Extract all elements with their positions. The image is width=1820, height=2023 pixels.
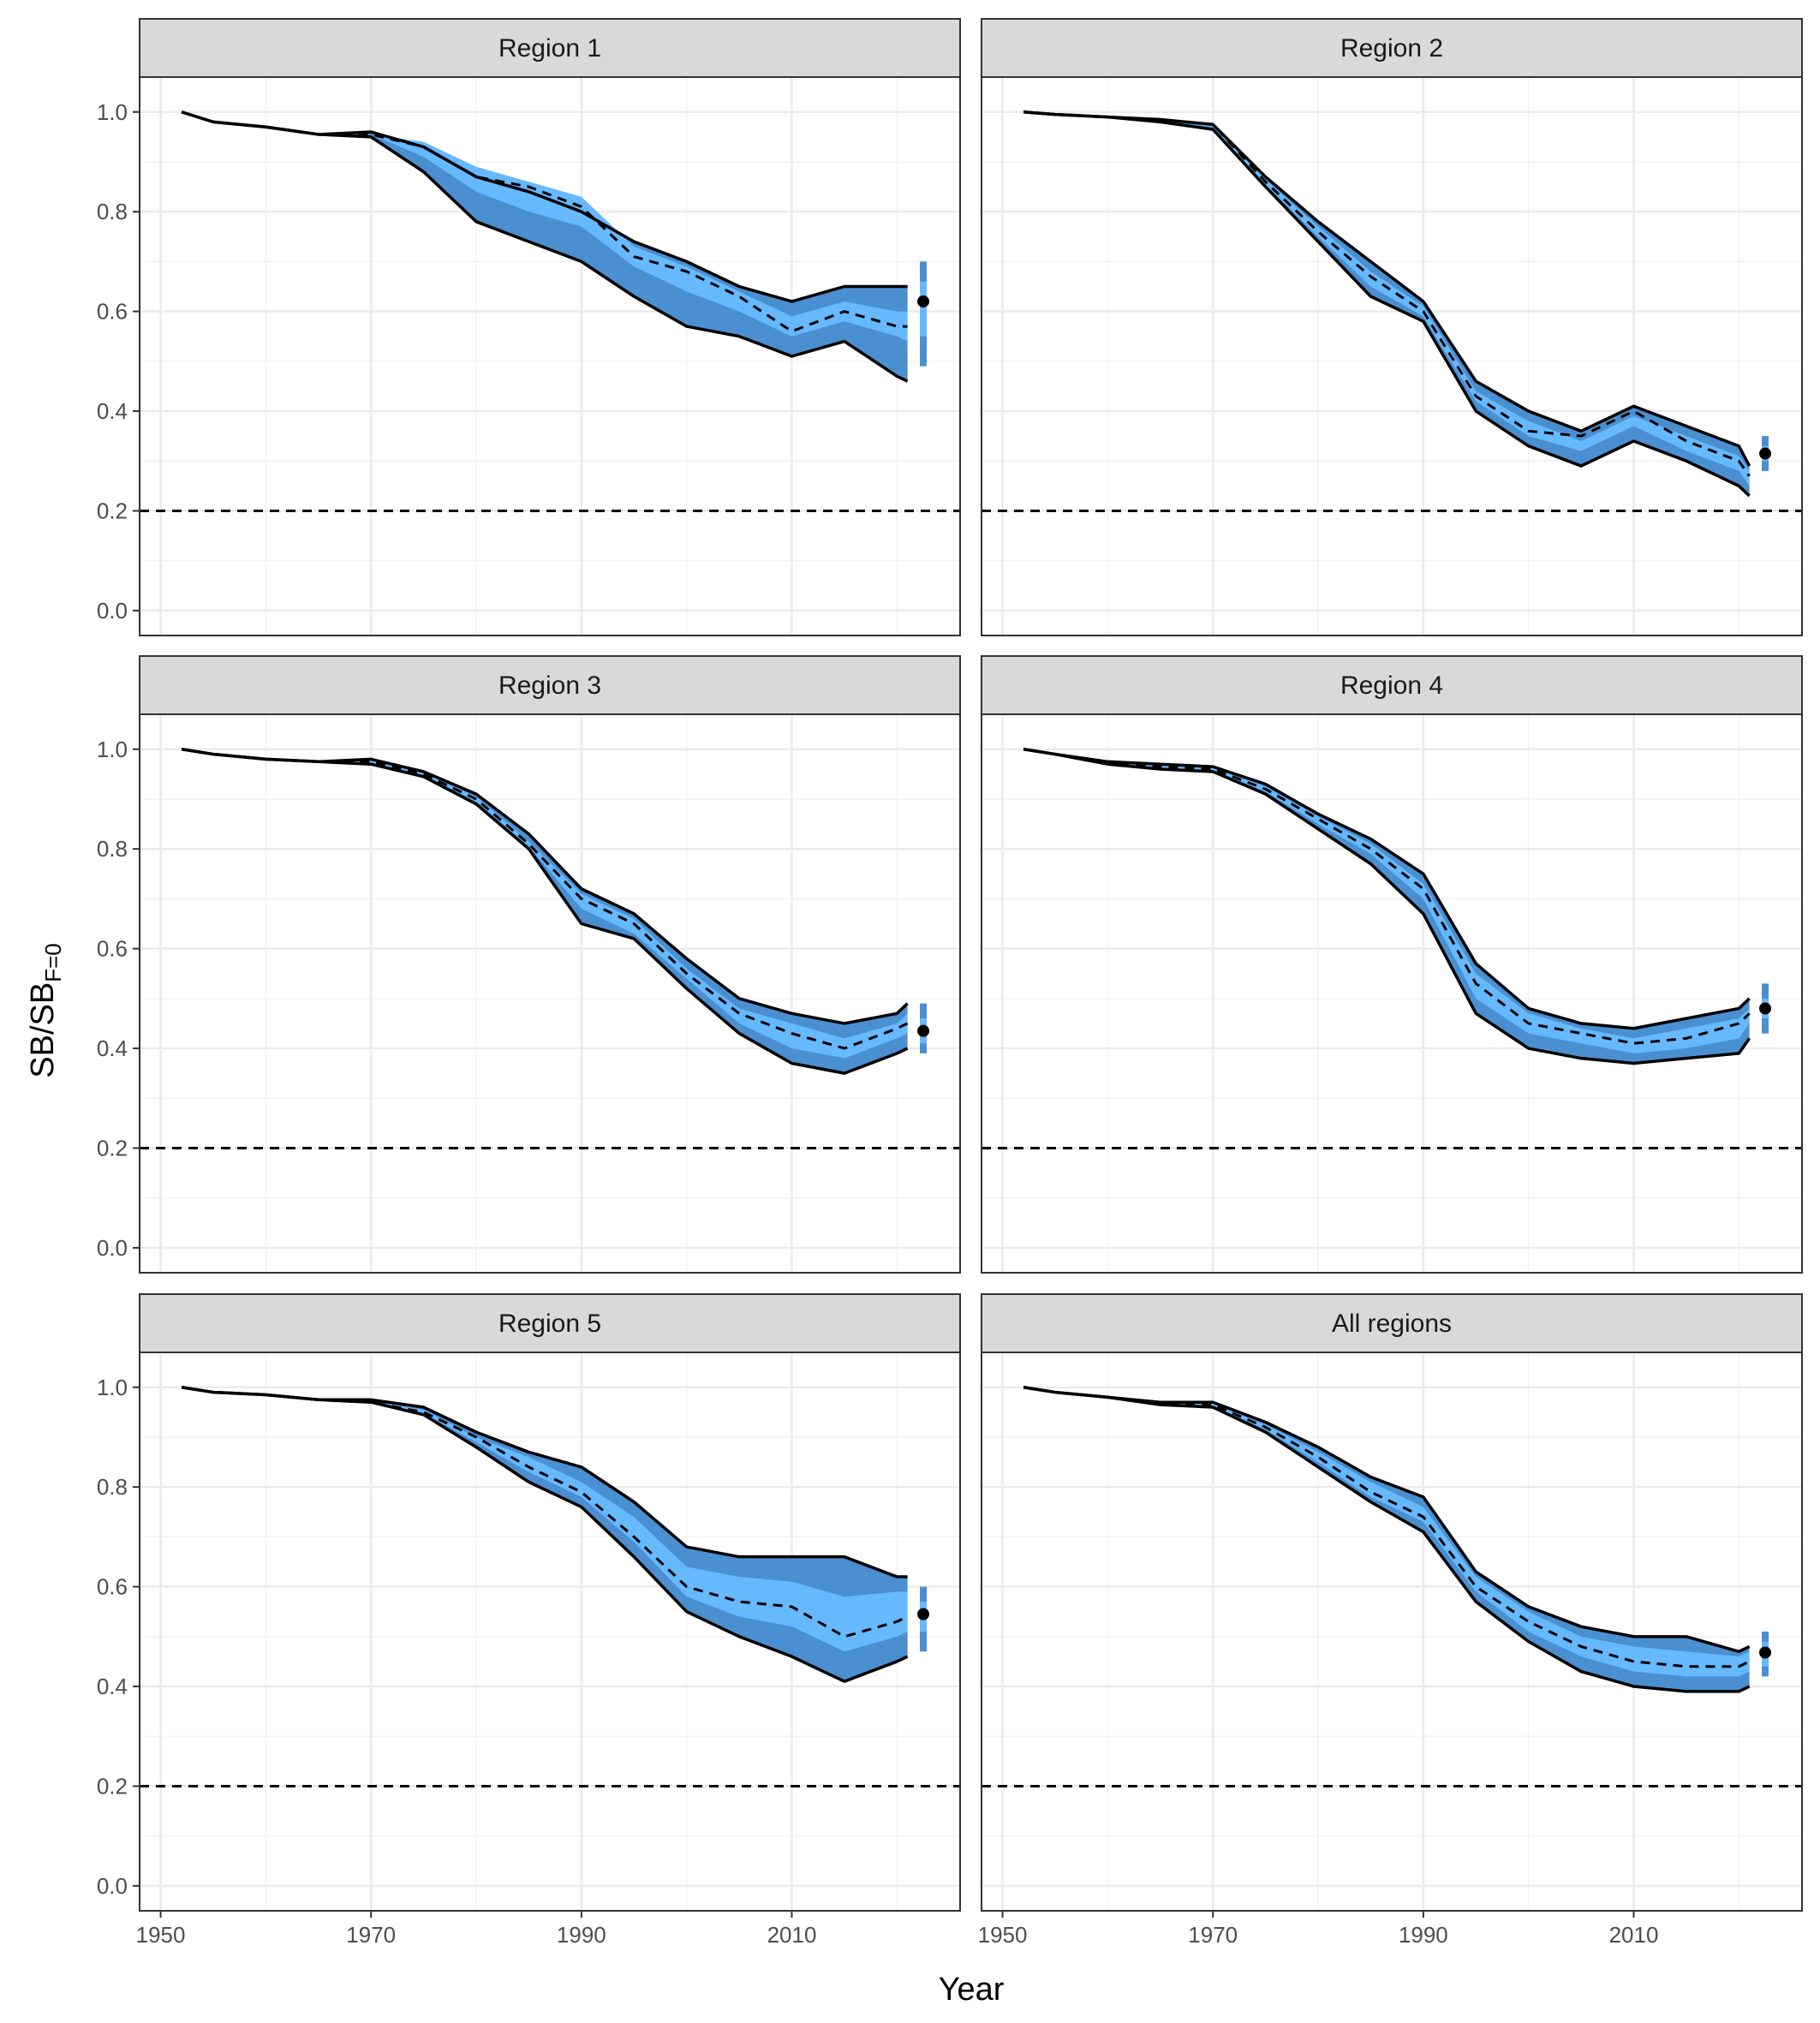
terminal-point [917, 1024, 930, 1037]
y-tick-label: 0.4 [97, 1035, 128, 1061]
y-tick-label: 0.6 [97, 299, 128, 325]
inner-uncertainty-band [182, 111, 908, 342]
x-tick-label: 2010 [1609, 1922, 1659, 1948]
x-tick-label: 1970 [346, 1922, 396, 1948]
median-line [181, 748, 909, 1050]
y-tick-label: 0.2 [97, 498, 128, 523]
strip-label: Region 5 [498, 1310, 601, 1338]
median-line [181, 1386, 909, 1638]
terminal-point [1759, 1646, 1772, 1659]
panel-5: Region 5 [139, 1293, 961, 1912]
y-tick-label: 0.6 [97, 1574, 128, 1600]
x-tick-label: 1950 [978, 1922, 1028, 1948]
x-tick-labels: 1950 1970 1990 2010 1950 1970 1990 2010 [136, 1911, 1659, 1948]
panel-3: Region 3 [139, 655, 961, 1274]
y-tick-label: 0.4 [97, 1674, 128, 1699]
panel-background [982, 1352, 1802, 1911]
y-tick-label: 0.6 [97, 936, 128, 962]
x-tick-label: 1990 [557, 1922, 606, 1948]
panel-background [982, 77, 1802, 636]
lower-bound-line [181, 748, 909, 1075]
y-tick-label: 0.2 [97, 1135, 128, 1161]
x-tick-label: 2010 [767, 1922, 817, 1948]
y-tick-label: 0.8 [97, 836, 128, 862]
strip-background [139, 1293, 961, 1353]
x-tick-label: 1990 [1399, 1922, 1448, 1948]
y-axis-title-main: SB/SB [25, 982, 61, 1078]
x-tick-label: 1950 [136, 1922, 186, 1948]
panel-background [140, 77, 960, 636]
y-tick-label: 0.4 [97, 398, 128, 424]
y-tick-label: 0.8 [97, 1474, 128, 1500]
x-tick-label: 1970 [1188, 1922, 1238, 1948]
y-tick-label: 0.8 [97, 199, 128, 224]
strip-background [981, 1293, 1803, 1353]
y-tick-label: 1.0 [97, 99, 128, 125]
y-tick-label: 0.0 [97, 1235, 128, 1261]
median-line [1023, 1386, 1751, 1668]
y-tick-label: 0.2 [97, 1773, 128, 1799]
terminal-point [1759, 447, 1772, 460]
lower-bound-line [1023, 110, 1751, 498]
inner-uncertainty-band [182, 1387, 908, 1652]
strip-label: All regions [1332, 1310, 1452, 1338]
y-tick-label: 1.0 [97, 1375, 128, 1400]
upper-bound-line [1023, 748, 1751, 1030]
terminal-point [1759, 1002, 1772, 1015]
lower-bound-line [181, 1386, 909, 1683]
terminal-point [917, 1608, 930, 1620]
y-axis-title-subscript: F=0 [40, 943, 66, 982]
strip-label: Region 4 [1340, 671, 1443, 700]
panel-background [982, 714, 1802, 1273]
panel-6: All regions [981, 1293, 1803, 1912]
median-line [1023, 110, 1751, 477]
strip-label: Region 3 [498, 671, 601, 700]
lower-bound-line [181, 110, 909, 383]
y-tick-labels: 0.0 0.2 0.4 0.6 0.8 1.0 0.0 0.2 0.4 0.6 0.8 1.0 0.0 0… [97, 99, 140, 1899]
strip-background [139, 655, 961, 715]
y-tick-label: 0.0 [97, 1873, 128, 1899]
strip-background [981, 655, 1803, 715]
lower-bound-line [1023, 748, 1751, 1065]
terminal-point [917, 295, 930, 307]
panel-background [140, 714, 960, 1273]
strip-label: Region 1 [498, 34, 601, 63]
y-axis-title: SB/SBF=0 [25, 943, 66, 1077]
y-tick-label: 0.0 [97, 598, 128, 624]
strip-background [981, 18, 1803, 78]
panels-layer: Region 1 Region 2 Region 3 Region 4 Region 5… [139, 18, 1803, 1912]
outer-uncertainty-band [182, 749, 908, 1074]
strip-label: Region 2 [1340, 34, 1443, 63]
panel-1: Region 1 [139, 18, 961, 636]
x-axis-title: Year [939, 1972, 1005, 2008]
panel-4: Region 4 [981, 655, 1803, 1274]
panel-2: Region 2 [981, 18, 1803, 636]
strip-background [139, 18, 961, 78]
y-tick-label: 1.0 [97, 737, 128, 762]
median-line [181, 110, 908, 333]
lower-bound-line [1023, 1386, 1751, 1693]
